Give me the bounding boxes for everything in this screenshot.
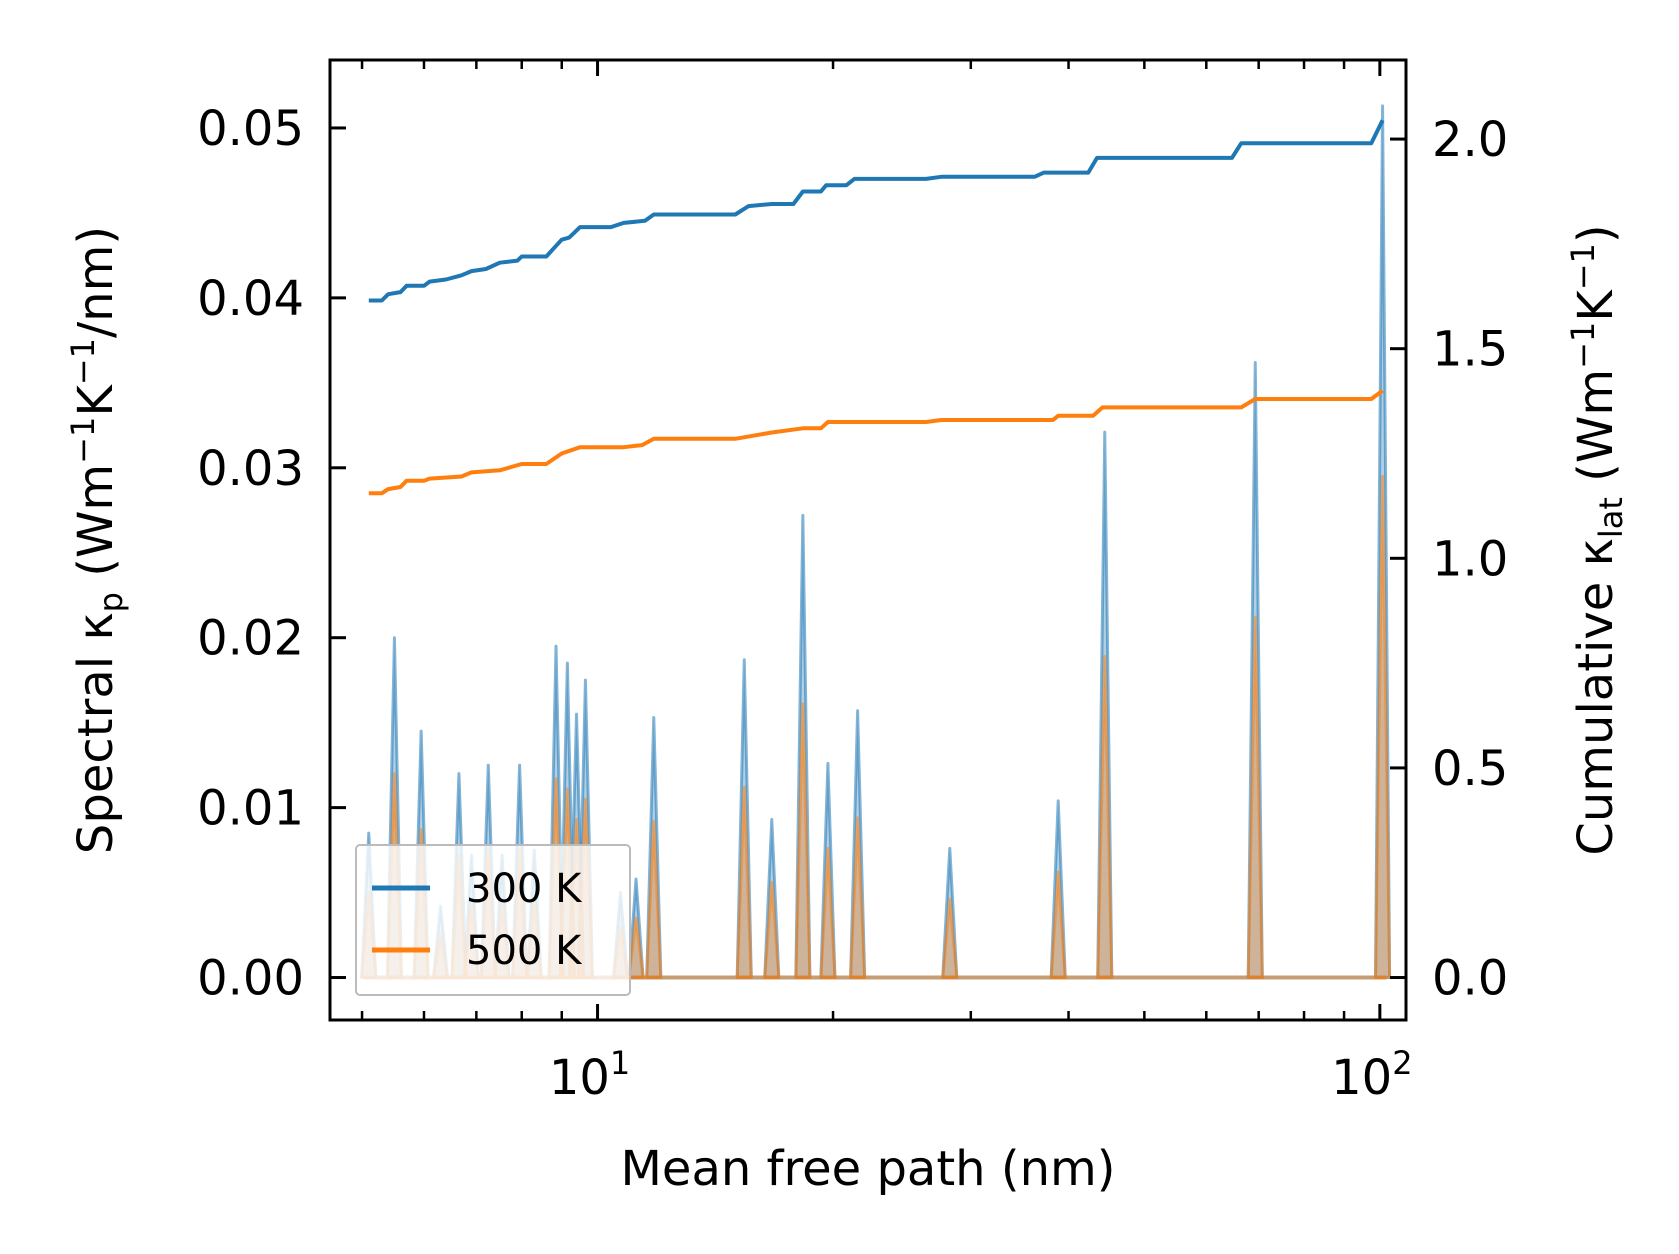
left-tick-label-1: 0.01: [197, 781, 304, 837]
legend-box: [355, 844, 631, 996]
left-axis-title: Spectral κp (Wm−1K−1/nm): [64, 226, 130, 854]
left-tick-label-2: 0.02: [197, 611, 304, 667]
right-tick-label-1: 0.5: [1432, 741, 1508, 797]
right-axis-title: Cumulative κlat (Wm−1K−1): [1564, 224, 1630, 855]
x-tick-label-0: 101: [549, 1044, 630, 1106]
right-tick-label-0: 0.0: [1432, 951, 1508, 1007]
x-tick-label-1: 102: [1331, 1044, 1412, 1106]
cumulative-line-500k: [368, 388, 1384, 496]
right-tick-label-2: 1.0: [1432, 531, 1508, 587]
left-tick-label-4: 0.04: [197, 271, 304, 327]
legend: 300 K 500 K: [355, 844, 631, 996]
legend-label-300k: 300 K: [466, 866, 583, 912]
right-tick-label-3: 1.5: [1432, 322, 1508, 378]
cumulative-line-layer: [368, 119, 1385, 496]
left-tick-label-3: 0.03: [197, 441, 304, 497]
legend-label-500k: 500 K: [466, 928, 583, 974]
x-axis-title: Mean free path (nm): [621, 1141, 1116, 1197]
tick-layer: 0.00 0.01 0.02 0.03 0.04 0.05 0.0 0.5 1.0 1.5 2.0 1…: [197, 60, 1508, 1106]
cumulative-line-300k: [368, 119, 1385, 303]
right-tick-label-4: 2.0: [1432, 112, 1508, 168]
left-tick-label-5: 0.05: [197, 101, 304, 157]
plot-frame: [328, 58, 1408, 1022]
left-tick-label-0: 0.00: [197, 951, 304, 1007]
